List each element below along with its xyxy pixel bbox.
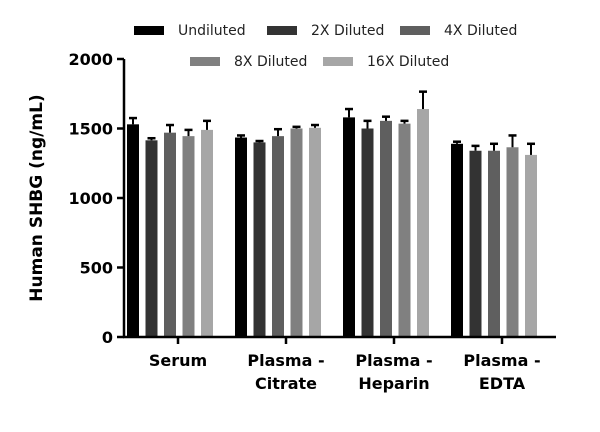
- bar: [127, 124, 139, 337]
- x-tick-label: Serum: [149, 351, 207, 370]
- bar: [417, 109, 429, 337]
- legend-label: 16X Diluted: [367, 54, 449, 70]
- x-tick-label: Plasma -: [355, 351, 432, 370]
- bar: [145, 140, 158, 337]
- bar: [525, 154, 537, 337]
- bar: [235, 137, 247, 337]
- legend-label: 4X Diluted: [444, 23, 517, 39]
- x-tick-label-line2: EDTA: [479, 374, 526, 393]
- legend-swatch: [267, 26, 297, 35]
- bar: [290, 128, 303, 337]
- bars: [127, 90, 537, 338]
- bar: [380, 120, 392, 337]
- bar: [164, 132, 176, 337]
- x-tick-label: Plasma -: [247, 351, 324, 370]
- bar: [488, 150, 500, 337]
- legend-item: 16X Diluted: [323, 54, 449, 70]
- legend-swatch: [190, 57, 220, 66]
- legend-label: 8X Diluted: [234, 54, 307, 70]
- bar: [253, 142, 266, 337]
- legend-item: 2X Diluted: [267, 23, 384, 39]
- bar: [469, 150, 482, 337]
- y-tick-label: 2000: [68, 50, 113, 69]
- y-tick-label: 1500: [68, 120, 113, 139]
- legend-item: Undiluted: [134, 23, 246, 39]
- legend-label: Undiluted: [178, 23, 246, 39]
- bar: [201, 129, 213, 337]
- y-tick-label: 0: [102, 328, 113, 347]
- x-tick-label-line2: Heparin: [358, 374, 429, 393]
- legend-swatch: [323, 57, 353, 66]
- bar: [272, 136, 284, 337]
- bar: [343, 117, 355, 337]
- legend-item: 4X Diluted: [400, 23, 517, 39]
- bar: [182, 136, 195, 337]
- legend-swatch: [400, 26, 430, 35]
- bar: [361, 128, 374, 337]
- y-axis-label: Human SHBG (ng/mL): [27, 94, 47, 301]
- legend-swatch: [134, 26, 164, 35]
- bar: [309, 127, 321, 338]
- bar: [398, 123, 411, 337]
- y-tick-label: 1000: [68, 189, 113, 208]
- legend-label: 2X Diluted: [311, 23, 384, 39]
- legend: Undiluted 2X Diluted 4X Diluted 8X Diluted 1…: [134, 23, 517, 70]
- axes: 0 500 1000 1500 2000 Serum Plasma - Citrate Plas…: [68, 50, 556, 393]
- x-tick-label-line2: Citrate: [255, 374, 317, 393]
- y-tick-label: 500: [80, 259, 113, 278]
- bar: [451, 143, 463, 337]
- bar: [506, 147, 519, 337]
- legend-item: 8X Diluted: [190, 54, 307, 70]
- x-tick-label: Plasma -: [463, 351, 540, 370]
